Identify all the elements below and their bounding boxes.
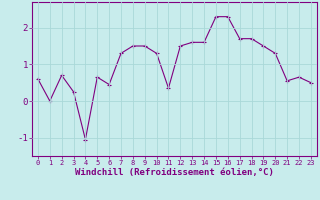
X-axis label: Windchill (Refroidissement éolien,°C): Windchill (Refroidissement éolien,°C) xyxy=(75,168,274,177)
